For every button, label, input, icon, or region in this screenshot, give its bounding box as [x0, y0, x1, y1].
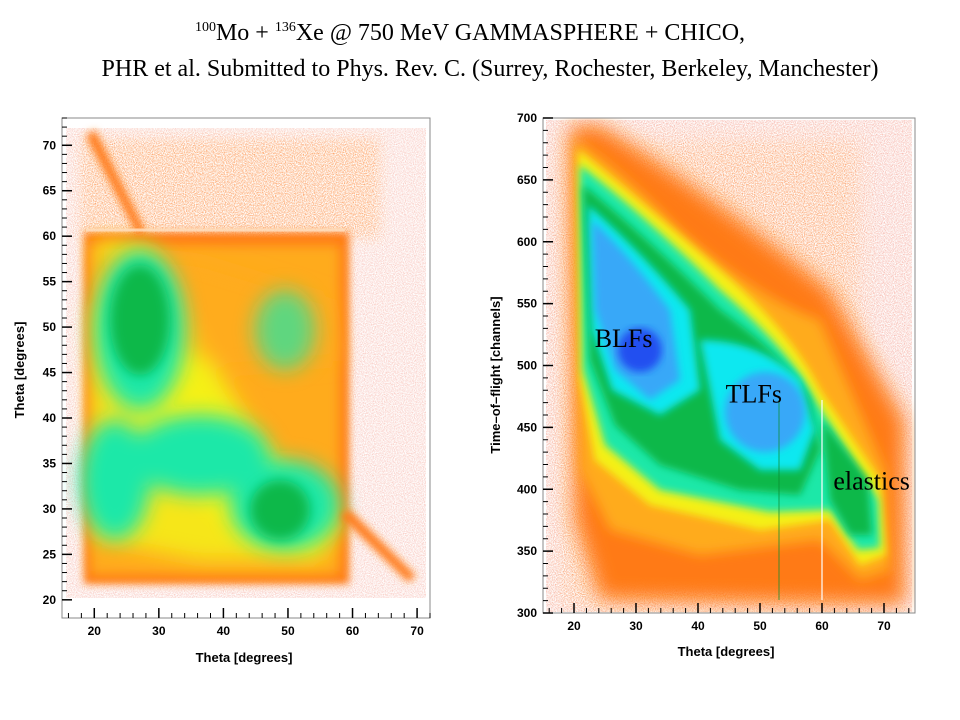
- left-y-tick-label: 30: [43, 502, 57, 516]
- left-plot-frame: [61, 117, 431, 619]
- right-y-tick-label: 700: [517, 111, 537, 125]
- left-y-tick-label: 50: [43, 320, 57, 334]
- annotation-tlfs: TLFs: [726, 380, 782, 409]
- left-y-tick-label: 45: [43, 366, 57, 380]
- right-y-tick-label: 500: [517, 359, 537, 373]
- superscript-xe: 136: [274, 20, 296, 35]
- right-x-tick-label: 30: [629, 619, 643, 633]
- right-y-tick-label: 350: [517, 544, 537, 558]
- left-heatmap-density: [66, 128, 426, 598]
- right-y-tick-label: 600: [517, 235, 537, 249]
- left-x-tick-label: 30: [152, 624, 166, 638]
- right-y-tick-label: 650: [517, 173, 537, 187]
- left-heatmap: 20 30 40 50 60 70 20 25 30 35 40 45 50 55 60 65 70: [43, 117, 431, 638]
- left-y-tick-label: 70: [43, 138, 57, 152]
- left-x-tick-label: 70: [410, 624, 424, 638]
- right-y-tick-label: 400: [517, 482, 537, 496]
- left-x-tick-label: 20: [88, 624, 102, 638]
- right-x-tick-label: 50: [753, 619, 767, 633]
- left-y-tick-label: 20: [43, 593, 57, 607]
- right-heatmap: 20 30 40 50 60 70300350400450500550600650700 …: [517, 111, 916, 633]
- right-y-tick-label: 300: [517, 606, 537, 620]
- right-x-axis-label: Theta [degrees]: [678, 644, 775, 659]
- left-y-axis-label: Theta [degrees]: [12, 322, 27, 419]
- left-x-tick-label: 60: [346, 624, 360, 638]
- left-y-tick-label: 55: [43, 275, 57, 289]
- left-y-tick-label: 35: [43, 456, 57, 470]
- right-heatmap-density: [546, 120, 912, 612]
- right-x-tick-label: 70: [877, 619, 891, 633]
- right-y-tick-label: 450: [517, 420, 537, 434]
- left-y-tick-label: 40: [43, 411, 57, 425]
- title-text-mo: Mo +: [215, 20, 275, 46]
- right-y-tick-label: 550: [517, 297, 537, 311]
- right-y-axis-label: Time–of–flight [channels]: [488, 296, 503, 453]
- left-y-tick-label: 60: [43, 229, 57, 243]
- left-y-tick-label: 25: [43, 547, 57, 561]
- right-x-tick-label: 20: [567, 619, 581, 633]
- left-x-tick-label: 40: [217, 624, 231, 638]
- annotation-blfs: BLFs: [595, 324, 653, 353]
- right-x-tick-label: 40: [691, 619, 705, 633]
- title-line-2: PHR et al. Submitted to Phys. Rev. C. (S…: [101, 56, 879, 82]
- title-text-xe: Xe @ 750 MeV GAMMASPHERE + CHICO,: [295, 20, 746, 46]
- left-axes: 20 30 40 50 60 70 20 25 30 35 40 45 50 55 60 65 70: [43, 117, 431, 638]
- left-y-tick-label: 65: [43, 184, 57, 198]
- annotation-elastics: elastics: [833, 466, 910, 495]
- title-line-1: 100Mo + 136Xe @ 750 MeV GAMMASPHERE + CH…: [0, 20, 950, 47]
- right-x-tick-label: 60: [815, 619, 829, 633]
- left-x-axis-label: Theta [degrees]: [196, 650, 293, 665]
- right-axes: 20 30 40 50 60 70 300 350 400 450 500 550 600 650 700: [517, 111, 910, 633]
- left-x-tick-label: 50: [281, 624, 295, 638]
- superscript-mo: 100: [194, 20, 216, 35]
